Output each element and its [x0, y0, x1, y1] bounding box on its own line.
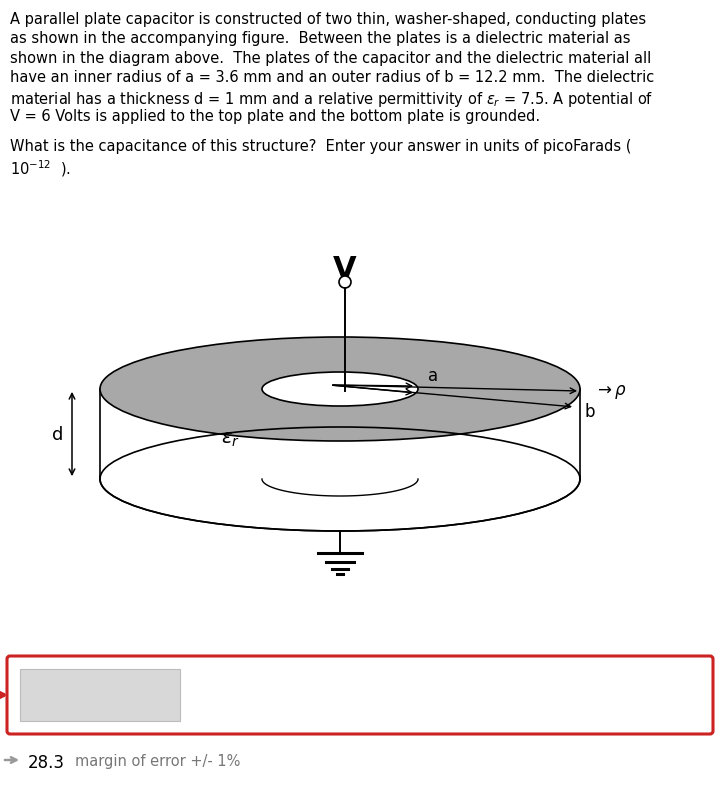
Text: a: a: [428, 366, 438, 385]
Text: $10^{-12}$  ).: $10^{-12}$ ).: [10, 158, 71, 179]
Text: $\varepsilon_r$: $\varepsilon_r$: [221, 430, 239, 448]
Ellipse shape: [262, 373, 418, 406]
Text: shown in the diagram above.  The plates of the capacitor and the dielectric mate: shown in the diagram above. The plates o…: [10, 51, 651, 66]
Text: $\rightarrow\rho$: $\rightarrow\rho$: [594, 382, 627, 401]
Text: V = 6 Volts is applied to the top plate and the bottom plate is grounded.: V = 6 Volts is applied to the top plate …: [10, 109, 540, 124]
Ellipse shape: [100, 427, 580, 532]
FancyBboxPatch shape: [20, 669, 180, 721]
Text: What is the capacitance of this structure?  Enter your answer in units of picoFa: What is the capacitance of this structur…: [10, 139, 632, 154]
FancyBboxPatch shape: [100, 389, 580, 479]
Circle shape: [339, 277, 351, 288]
Text: b: b: [585, 402, 596, 421]
Text: A parallel plate capacitor is constructed of two thin, washer-shaped, conducting: A parallel plate capacitor is constructe…: [10, 12, 646, 27]
Text: d: d: [53, 426, 63, 443]
Text: 28.3: 28.3: [28, 753, 65, 771]
Text: have an inner radius of a = 3.6 mm and an outer radius of b = 12.2 mm.  The diel: have an inner radius of a = 3.6 mm and a…: [10, 71, 654, 85]
Text: material has a thickness d = 1 mm and a relative permittivity of $\varepsilon_r$: material has a thickness d = 1 mm and a …: [10, 90, 653, 109]
Text: as shown in the accompanying figure.  Between the plates is a dielectric materia: as shown in the accompanying figure. Bet…: [10, 31, 630, 47]
Text: V: V: [333, 255, 357, 283]
Ellipse shape: [100, 337, 580, 442]
Text: margin of error +/- 1%: margin of error +/- 1%: [75, 753, 240, 768]
FancyBboxPatch shape: [7, 656, 713, 734]
